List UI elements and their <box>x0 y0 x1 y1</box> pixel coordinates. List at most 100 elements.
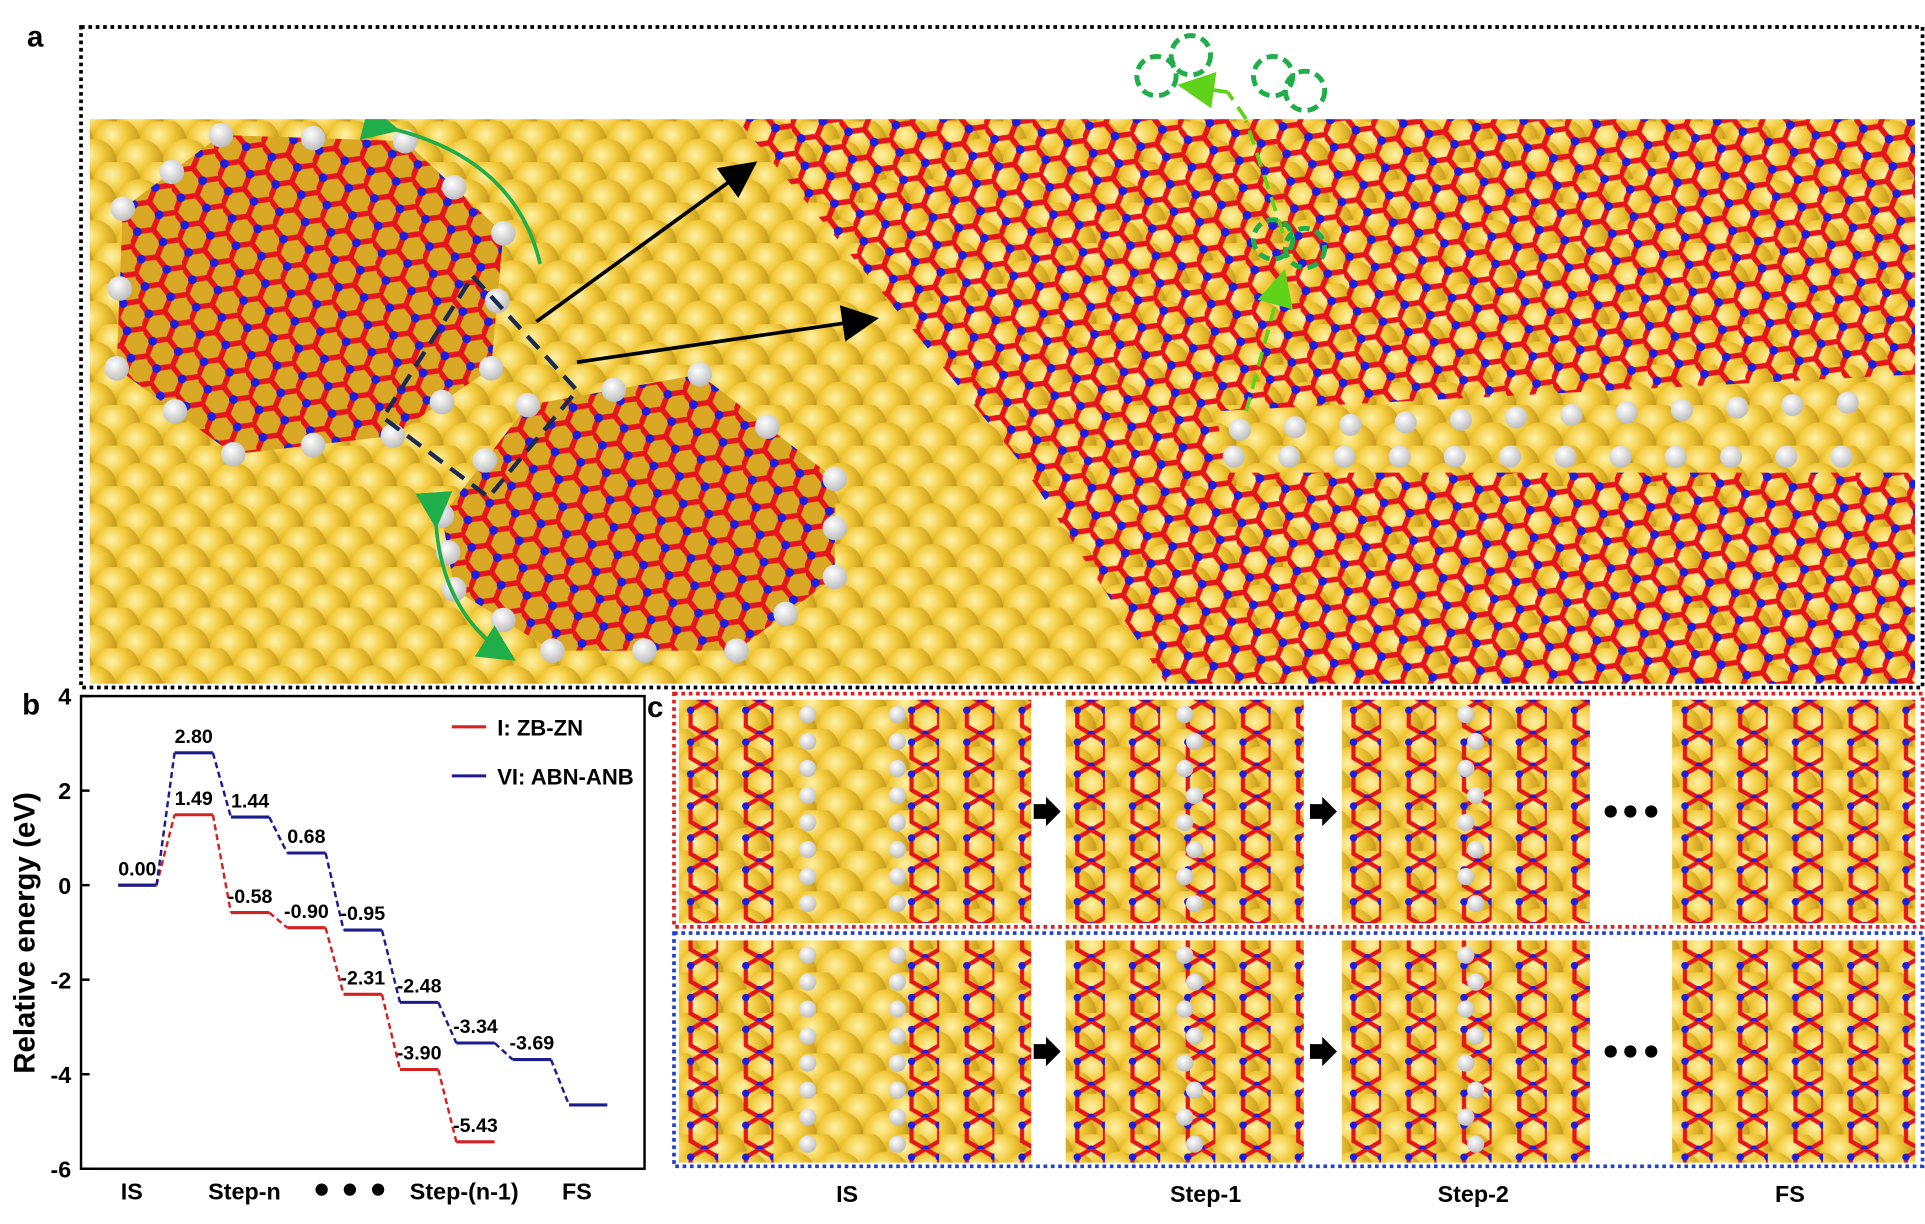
h-atom <box>888 1108 907 1126</box>
legend-label: VI: ABN-ANB <box>497 764 634 789</box>
h-atom <box>1467 1081 1485 1099</box>
h-atom <box>1719 445 1743 468</box>
value-label: -5.43 <box>453 1115 498 1137</box>
h-atom <box>822 466 848 492</box>
h-atom <box>1467 894 1485 913</box>
connector <box>211 814 233 913</box>
connector <box>437 1001 458 1044</box>
connector <box>211 752 233 818</box>
x-tick-label: Step-n <box>208 1178 281 1204</box>
value-label: -2.48 <box>397 976 442 998</box>
h-atom <box>799 705 817 724</box>
h-atom <box>1467 973 1485 991</box>
value-label: -2.31 <box>340 968 385 990</box>
connector <box>380 994 402 1070</box>
h-atom <box>799 946 817 964</box>
h-atom <box>799 894 817 913</box>
h-atom <box>1498 445 1522 468</box>
h-atom <box>478 356 504 381</box>
h-atom <box>1726 396 1749 419</box>
h-atom <box>300 432 326 458</box>
h-atom <box>1781 394 1804 417</box>
h-atom <box>1609 445 1632 468</box>
y-tick-label: 2 <box>58 778 71 804</box>
marker-circle <box>1168 33 1213 78</box>
h-atom <box>1228 418 1252 441</box>
dot <box>1604 1045 1617 1058</box>
value-label: 1.49 <box>175 788 213 810</box>
step-arrow <box>1309 1036 1337 1067</box>
h-atom <box>429 503 455 528</box>
hbn-sheet <box>678 699 796 924</box>
h-atom <box>888 946 907 964</box>
h-atom <box>220 441 246 467</box>
y-axis-label: Relative energy (eV) <box>8 792 41 1074</box>
h-atom <box>888 759 907 778</box>
connector <box>380 929 402 1003</box>
panel-frame <box>672 691 1925 929</box>
h-atom <box>491 220 516 246</box>
hbn-sheet <box>906 699 1032 924</box>
h-atom <box>1457 759 1475 778</box>
h-atom <box>755 414 780 439</box>
h-atom <box>799 732 817 751</box>
value-label: -3.34 <box>453 1016 498 1038</box>
y-tick-label: 4 <box>58 684 71 710</box>
h-atom <box>208 122 234 148</box>
h-atom <box>491 607 516 633</box>
h-atom <box>1836 391 1859 414</box>
h-atom <box>888 786 907 805</box>
vacancy-markers <box>1134 33 1328 271</box>
connector <box>493 1042 514 1061</box>
h-atom <box>799 1081 817 1099</box>
path-arrow <box>1244 269 1293 412</box>
x-tick-label: FS <box>562 1178 592 1204</box>
value-label: 0.68 <box>287 826 325 848</box>
h-atom <box>822 515 848 541</box>
marker-circle <box>1282 68 1328 113</box>
hbn-sheet <box>1672 940 1916 1163</box>
flake <box>441 374 835 651</box>
h-atom <box>1457 705 1475 724</box>
x-tick-label: IS <box>121 1178 143 1204</box>
step-label: IS <box>836 1181 858 1207</box>
ellipsis <box>315 1183 385 1196</box>
h-atom <box>107 276 132 301</box>
h-atom <box>1176 705 1194 724</box>
panel-label: a <box>27 21 44 54</box>
dot <box>1645 1045 1658 1058</box>
connector <box>549 1059 571 1106</box>
h-atom <box>799 973 817 991</box>
h-atom <box>540 638 565 663</box>
h-atom <box>724 638 749 663</box>
h-atom <box>799 1054 817 1072</box>
value-label: 2.80 <box>175 726 213 748</box>
h-atom <box>1457 1054 1475 1072</box>
connector <box>324 927 345 995</box>
value-label: -0.58 <box>228 886 273 908</box>
y-tick-label: 0 <box>58 873 71 899</box>
rotation-arrow <box>359 119 542 265</box>
h-atom <box>773 601 798 627</box>
h-atom <box>1185 1135 1204 1153</box>
h-atom <box>1394 411 1417 434</box>
connector <box>437 1069 458 1143</box>
h-atom <box>1830 445 1853 468</box>
h-atom <box>1457 867 1475 886</box>
y-tick-label: -6 <box>50 1156 71 1182</box>
dot <box>371 1183 385 1196</box>
h-atom <box>1457 1108 1475 1126</box>
hbn-sheet <box>1672 699 1916 924</box>
panel-label: b <box>22 689 40 722</box>
value-label: 0.00 <box>118 858 156 880</box>
value-label: -0.90 <box>284 901 329 923</box>
h-atom <box>429 389 455 415</box>
step-label: Step-1 <box>1170 1181 1241 1207</box>
x-tick-label: Step-(n-1) <box>410 1178 519 1204</box>
h-atom <box>799 867 817 886</box>
h-atom <box>1467 840 1485 859</box>
h-atom <box>888 1135 907 1153</box>
h-atom <box>1467 1027 1485 1045</box>
connector <box>324 852 345 931</box>
h-atom <box>441 174 467 200</box>
